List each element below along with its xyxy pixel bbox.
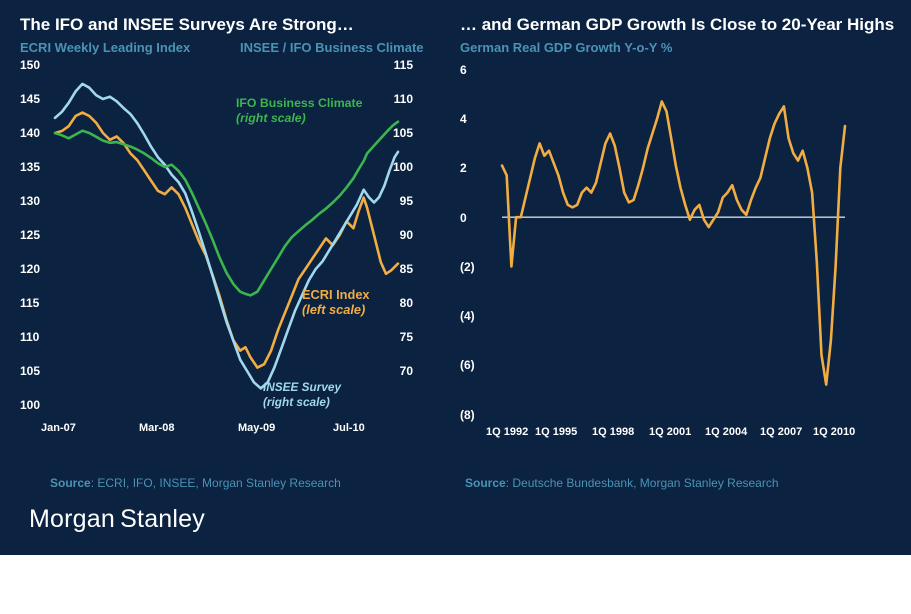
svg-text:0: 0 [460,211,467,225]
svg-text:6: 6 [460,63,467,77]
svg-text:1Q 1995: 1Q 1995 [535,426,577,438]
svg-text:1Q 1998: 1Q 1998 [592,426,634,438]
svg-text:(8): (8) [460,408,475,422]
svg-text:(4): (4) [460,309,475,323]
svg-text:(2): (2) [460,260,475,274]
svg-text:4: 4 [460,112,467,126]
svg-text:1Q 2001: 1Q 2001 [649,426,691,438]
svg-text:1Q 1992: 1Q 1992 [486,426,528,438]
svg-text:1Q 2007: 1Q 2007 [760,426,802,438]
svg-text:(6): (6) [460,358,475,372]
svg-text:1Q 2010: 1Q 2010 [813,426,855,438]
svg-text:2: 2 [460,161,467,175]
svg-text:1Q 2004: 1Q 2004 [705,426,748,438]
